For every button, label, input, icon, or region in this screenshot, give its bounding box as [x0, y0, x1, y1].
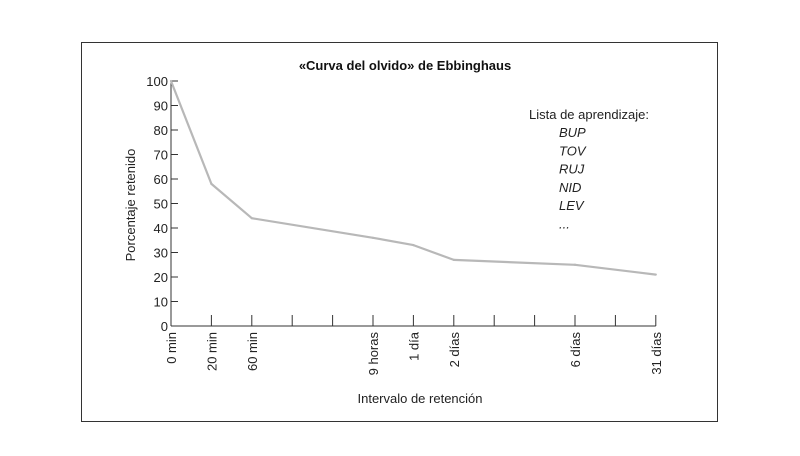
- chart-frame: [81, 42, 718, 422]
- series: [169, 79, 657, 276]
- x-tick-label: 6 días: [568, 332, 583, 368]
- data-point: [654, 273, 657, 276]
- y-tick-label: 20: [154, 270, 168, 285]
- y-tick-label: 0: [161, 319, 168, 334]
- x-axis-label: Intervalo de retención: [357, 391, 482, 406]
- y-tick-label: 10: [154, 295, 168, 310]
- y-tick-label: 50: [154, 197, 168, 212]
- y-tick-label: 100: [146, 74, 168, 89]
- legend-title: Lista de aprendizaje:: [529, 107, 649, 122]
- x-tick-label: 1 día: [406, 331, 421, 361]
- y-tick-label: 80: [154, 123, 168, 138]
- data-point: [573, 263, 577, 266]
- y-tick-label: 60: [154, 172, 168, 187]
- legend-item: RUJ: [559, 162, 585, 177]
- legend-item: NID: [559, 180, 581, 195]
- y-tick-label: 30: [154, 246, 168, 261]
- y-ticks: 0 10 20 30 40 50 60 70 80 90 100: [146, 74, 178, 334]
- legend: Lista de aprendizaje: BUP TOV RUJ NID LEV...: [529, 107, 649, 232]
- data-point: [371, 236, 375, 239]
- data-point: [250, 217, 253, 220]
- x-tick-label: 31 días: [649, 332, 664, 375]
- legend-item: LEV: [559, 198, 585, 213]
- y-tick-label: 70: [154, 148, 168, 163]
- x-tick-label: 60 min: [245, 332, 260, 371]
- legend-item: ...: [559, 217, 570, 232]
- data-point: [452, 258, 455, 261]
- y-tick-label: 90: [154, 99, 168, 114]
- y-axis-label: Porcentaje retenido: [123, 149, 138, 262]
- x-tick-label: 0 min: [164, 332, 179, 364]
- x-tick-label: 9 horas: [366, 332, 381, 376]
- x-tick-label: 2 días: [447, 332, 462, 368]
- x-ticks: 0 min 20 min 60 min 9 horas 1 día 2 días 6 día…: [164, 315, 664, 375]
- chart-title: «Curva del olvido» de Ebbinghaus: [299, 58, 511, 73]
- data-point: [412, 244, 415, 247]
- legend-item: TOV: [559, 143, 587, 158]
- retention-line: [169, 80, 656, 276]
- data-point: [210, 182, 213, 185]
- y-tick-label: 40: [154, 221, 168, 236]
- data-point: [169, 79, 173, 83]
- legend-item: BUP: [559, 125, 586, 140]
- x-tick-label: 20 min: [204, 332, 219, 371]
